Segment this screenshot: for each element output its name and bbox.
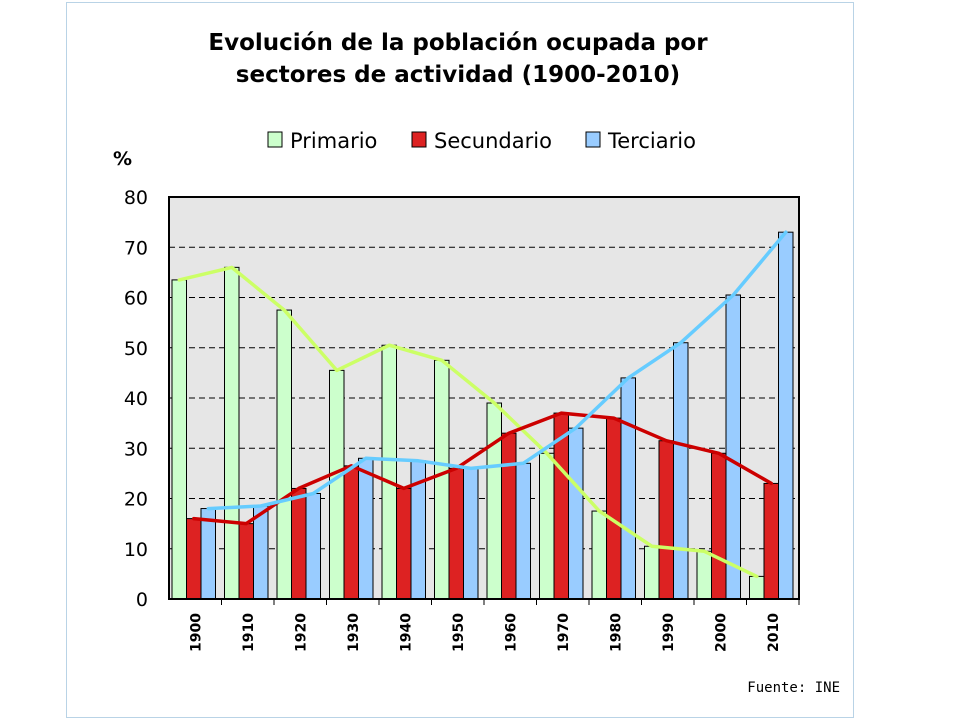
line-terciario [206,230,788,511]
y-tick-label: 0 [136,589,148,611]
y-axis-ticks: 0 10 20 30 40 50 60 70 80 [124,187,148,611]
x-tick-label: 1940 [398,613,414,652]
bar-secundario [658,440,674,600]
x-axis-ticks: 1900 1910 1920 1930 1940 1950 1960 1970 1980 1990… [188,599,800,652]
line-secundario [192,411,774,526]
bar-terciario [620,377,636,600]
legend-swatch-terciario [585,131,601,148]
y-tick-label: 80 [124,187,148,209]
line-primario [177,265,759,579]
x-tick-label: 1910 [241,613,257,652]
bar-primario [539,452,555,600]
legend-swatch-primario [267,131,283,148]
x-tick-label: 1900 [188,613,204,652]
bar-secundario [343,465,359,600]
x-tick-label: 2000 [713,613,729,652]
x-tick-label: 1930 [346,613,362,652]
bar-secundario [763,482,779,600]
bar-secundario [448,467,464,600]
y-tick-label: 40 [124,388,148,410]
bar-secundario [291,487,307,600]
x-tick-label: 1990 [661,613,677,652]
x-tick-label: 1960 [503,613,519,652]
bar-primario [696,550,712,600]
legend-label-primario: Primario [290,129,377,153]
bar-primario [434,359,450,600]
bar-primario [171,279,187,600]
y-tick-label: 50 [124,338,148,360]
legend-swatch-secundario [411,131,427,148]
y-tick-label: 10 [124,539,148,561]
bar-terciario [358,457,374,600]
legend: Primario Secundario Terciario [267,129,696,153]
x-tick-label: 2010 [766,613,782,652]
bar-primario [381,344,397,600]
bar-terciario [568,427,584,600]
x-tick-label: 1970 [556,613,572,652]
chart-title-line-1: Evolución de la población ocupada por [208,30,708,56]
bar-secundario [238,523,254,600]
bar-primario [329,369,345,600]
bar-primario [276,309,292,600]
bar-terciario [463,467,479,600]
bar-terciario [515,462,531,600]
legend-label-secundario: Secundario [434,129,552,153]
bar-primario [224,266,240,600]
trend-lines [177,230,788,579]
bar-primario [644,545,660,600]
bar-terciario [305,492,321,600]
bar-secundario [501,432,517,600]
y-axis-label: % [113,148,132,170]
x-tick-label: 1950 [451,613,467,652]
legend-label-terciario: Terciario [607,129,696,153]
bar-terciario [673,342,689,600]
bar-terciario [253,505,269,600]
bar-primario [591,510,607,600]
x-tick-label: 1980 [608,613,624,652]
bar-terciario [778,231,794,600]
y-tick-label: 30 [124,438,148,460]
y-tick-label: 20 [124,489,148,511]
bar-primario [486,402,502,600]
y-tick-label: 60 [124,288,148,310]
bar-secundario [711,452,727,600]
x-tick-label: 1920 [293,613,309,652]
bar-secundario [396,487,412,600]
bar-primario [749,575,765,600]
bar-secundario [186,518,202,600]
source-note: Fuente: INE [747,680,840,696]
y-tick-label: 70 [124,237,148,259]
bar-terciario [725,294,741,600]
chart-title-line-2: sectores de actividad (1900-2010) [236,62,680,88]
bar-secundario [606,417,622,600]
